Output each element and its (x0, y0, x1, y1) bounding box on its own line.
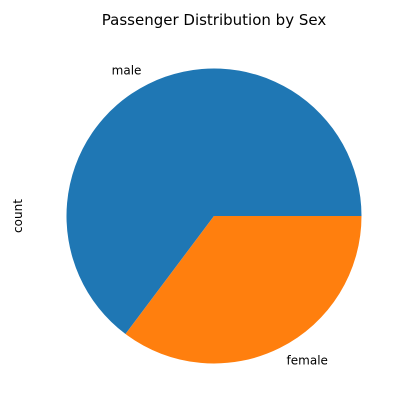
y-axis-label: count (11, 199, 25, 233)
pie-label-male: male (112, 63, 142, 77)
chart-title: Passenger Distribution by Sex (102, 11, 327, 29)
pie-label-female: female (287, 354, 328, 368)
pie-slice-male (66, 68, 362, 335)
pie-slice-female (125, 216, 362, 364)
pie-slices-group (66, 68, 362, 364)
pie-labels-group: male female (112, 63, 328, 367)
